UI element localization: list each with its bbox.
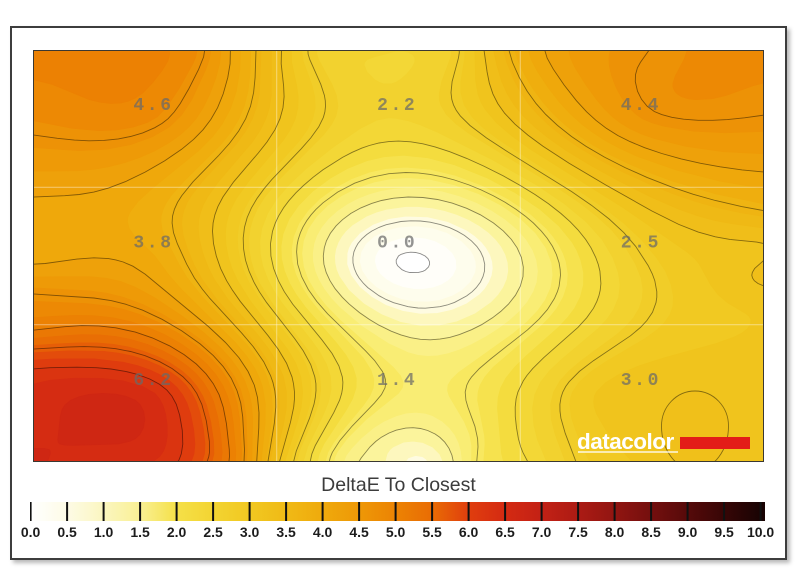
svg-text:6.2: 6.2	[133, 371, 173, 391]
svg-text:2.5: 2.5	[621, 234, 661, 254]
svg-text:4.4: 4.4	[621, 96, 661, 116]
svg-text:2.2: 2.2	[377, 96, 417, 116]
svg-text:4.6: 4.6	[133, 96, 173, 116]
svg-text:3.8: 3.8	[133, 234, 173, 254]
svg-text:1.4: 1.4	[377, 371, 417, 391]
svg-text:0.0: 0.0	[377, 234, 417, 254]
svg-text:3.0: 3.0	[621, 371, 661, 391]
